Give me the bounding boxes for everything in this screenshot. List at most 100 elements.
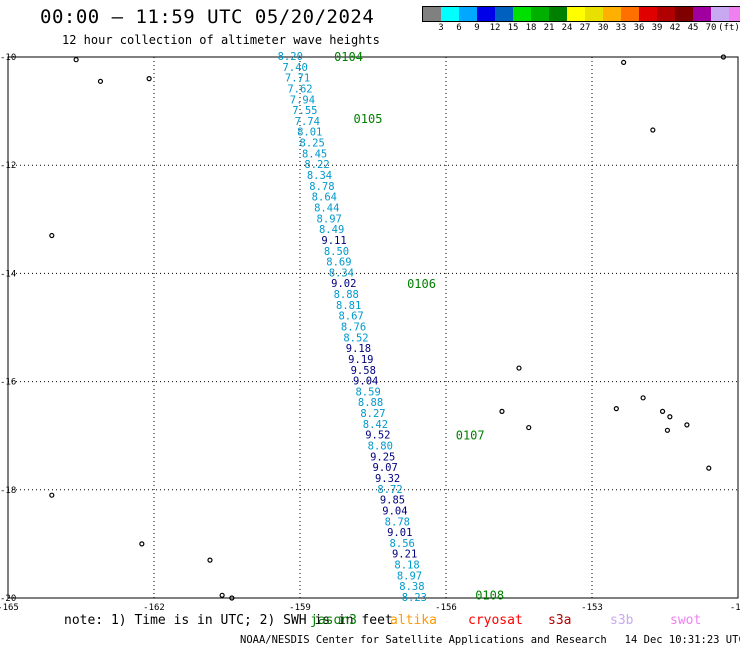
colorbar-swatch xyxy=(711,7,729,21)
colorbar-swatch xyxy=(459,7,477,21)
track-value-label: 7.71 xyxy=(285,73,310,85)
colorbar-tick-label: 27 xyxy=(579,23,591,33)
island-outline xyxy=(667,414,673,420)
colorbar-swatch xyxy=(729,7,740,21)
colorbar-swatch xyxy=(477,7,495,21)
track-value-label: 8.45 xyxy=(302,148,327,160)
colorbar-tick-label: 42 xyxy=(669,23,681,33)
island-outline xyxy=(664,427,671,433)
colorbar-tick-label: 3 xyxy=(438,23,444,33)
footer: NOAA/NESDIS Center for Satellite Applica… xyxy=(240,634,740,646)
x-tick-label: -159 xyxy=(289,603,311,613)
island-outline xyxy=(146,76,152,82)
colorbar-tick-label: 6 xyxy=(456,23,462,33)
track-value-label: 8.64 xyxy=(312,192,337,204)
colorbar-tick-label: 45 xyxy=(687,23,699,33)
page-subtitle: 12 hour collection of altimeter wave hei… xyxy=(62,33,380,47)
track-value-label: 8.97 xyxy=(397,570,422,582)
y-tick-label: -20 xyxy=(0,594,16,604)
track-value-label: 9.58 xyxy=(351,365,376,377)
track-value-label: 9.32 xyxy=(375,473,400,485)
island-outline xyxy=(640,395,646,401)
track-time-label: 0104 xyxy=(334,50,363,64)
track-value-label: 9.07 xyxy=(373,462,398,474)
colorbar-tick-label: 39 xyxy=(651,23,663,33)
island-outline xyxy=(706,465,712,471)
island-outline xyxy=(526,424,532,431)
colorbar-ticks: 3 6 9 12 15 18 21 24 27 30 33 36 39 42 45 70 (ft) xyxy=(422,22,740,34)
colorbar-swatch xyxy=(621,7,639,21)
track-value-label: 7.55 xyxy=(292,105,317,117)
track-value-label: 9.21 xyxy=(392,549,417,561)
track-value-label: 9.85 xyxy=(380,495,405,507)
colorbar-swatch xyxy=(495,7,513,21)
track-value-label: 8.72 xyxy=(377,484,402,496)
legend-cryosat: cryosat xyxy=(468,613,523,628)
track-value-label: 9.52 xyxy=(365,430,390,442)
track-value-label: 9.04 xyxy=(382,505,407,517)
track-value-label: 7.74 xyxy=(295,116,320,128)
x-tick-label: -15 xyxy=(730,603,740,613)
track-value-label: 8.38 xyxy=(399,581,424,593)
track-value-label: 8.52 xyxy=(343,332,368,344)
track-time-label: 0107 xyxy=(456,429,485,443)
island-outline xyxy=(229,595,235,601)
track-value-label: 9.18 xyxy=(346,343,371,355)
colorbar-swatch xyxy=(639,7,657,21)
track-value-label: 8.01 xyxy=(297,127,322,139)
track-value-label: 8.97 xyxy=(317,213,342,225)
track-value-label: 7.40 xyxy=(282,62,307,74)
colorbar-tick-label: 15 xyxy=(507,23,519,33)
track-value-label: 8.42 xyxy=(363,419,388,431)
track-value-label: 8.44 xyxy=(314,202,339,214)
track-value-label: 9.01 xyxy=(387,527,412,539)
track-time-label: 0105 xyxy=(354,112,383,126)
legend-swot: swot xyxy=(670,613,702,628)
colorbar-swatch xyxy=(441,7,459,21)
colorbar-tick-label: 21 xyxy=(543,23,555,33)
footer-timestamp: 14 Dec 10:31:23 UTC 2024 xyxy=(624,634,740,646)
y-tick-label: -16 xyxy=(0,378,16,388)
colorbar-tick-label: 9 xyxy=(474,23,480,33)
track-value-label: 8.34 xyxy=(307,170,332,182)
track-value-label: 8.18 xyxy=(394,560,419,572)
island-outline xyxy=(621,59,627,66)
legend-jason3: jason3 xyxy=(310,613,357,628)
colorbar-swatch xyxy=(423,7,441,21)
y-tick-label: -10 xyxy=(0,53,16,63)
track-value-label: 8.78 xyxy=(309,181,334,193)
colorbar-tick-label: 12 xyxy=(489,23,501,33)
colorbar-swatch xyxy=(549,7,567,21)
track-value-label: 9.02 xyxy=(331,278,356,290)
track-value-label: 8.50 xyxy=(324,246,349,258)
y-tick-label: -12 xyxy=(0,161,16,171)
island-outline xyxy=(49,232,55,239)
colorbar-swatch xyxy=(513,7,531,21)
track-time-label: 0106 xyxy=(407,277,436,291)
track-value-label: 9.25 xyxy=(370,451,395,463)
track-value-label: 8.80 xyxy=(368,441,393,453)
colorbar-swatch xyxy=(531,7,549,21)
colorbar-swatch xyxy=(585,7,603,21)
x-tick-label: -156 xyxy=(435,603,457,613)
y-tick-label: -14 xyxy=(0,269,16,279)
page-title: 00:00 – 11:59 UTC 05/20/2024 xyxy=(40,6,375,28)
track-value-label: 8.67 xyxy=(338,311,363,323)
island-outline xyxy=(720,54,727,60)
island-outline xyxy=(49,492,55,498)
island-outline xyxy=(73,57,79,63)
colorbar-tick-label: 33 xyxy=(615,23,627,33)
track-value-label: 8.69 xyxy=(326,257,351,269)
colorbar-swatch xyxy=(693,7,711,21)
island-outline xyxy=(219,592,225,598)
island-outline xyxy=(139,541,145,547)
colorbar-swatch xyxy=(657,7,675,21)
track-value-label: 8.59 xyxy=(355,386,380,398)
track-value-label: 8.88 xyxy=(358,397,383,409)
track-value-label: 8.23 xyxy=(402,592,427,604)
y-tick-label: -18 xyxy=(0,486,16,496)
wave-height-colorbar: 3 6 9 12 15 18 21 24 27 30 33 36 39 42 45 70 (ft) xyxy=(422,6,740,34)
track-value-label: 8.76 xyxy=(341,322,366,334)
island-outline xyxy=(499,408,505,414)
x-tick-label: -165 xyxy=(0,603,19,613)
